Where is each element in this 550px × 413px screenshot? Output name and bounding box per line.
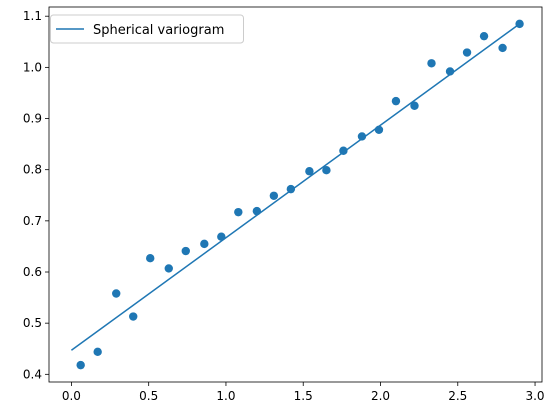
data-point (391, 96, 401, 106)
y-tick-label: 1.0 (23, 60, 42, 74)
x-tick-label: 2.0 (371, 389, 390, 403)
y-tick-label: 1.1 (23, 9, 42, 23)
data-point (76, 360, 85, 370)
data-point (498, 43, 507, 53)
data-point (146, 253, 155, 263)
y-tick-label: 0.5 (23, 316, 42, 330)
x-axis: 0.0 0.5 1.0 1.5 2.0 2.5 3.0 (62, 382, 545, 403)
axes-frame (48, 6, 543, 383)
x-tick-label: 1.0 (216, 389, 235, 403)
data-point (164, 264, 173, 273)
x-tick-label: 3.0 (525, 389, 544, 403)
data-point (112, 289, 121, 298)
x-tick-label: 0.5 (139, 389, 158, 403)
data-point (322, 165, 331, 175)
y-tick-label: 0.8 (23, 163, 42, 177)
y-axis: 0.4 0.5 0.6 0.7 0.8 0.9 1.0 1.1 (23, 9, 49, 381)
x-tick-label: 1.5 (294, 389, 313, 403)
data-point (515, 19, 524, 29)
x-tick-label: 0.0 (62, 389, 81, 403)
data-point (234, 207, 243, 217)
data-point (374, 125, 384, 134)
y-tick-label: 0.6 (23, 265, 42, 279)
data-point (269, 191, 279, 200)
legend-label-spherical-variogram: Spherical variogram (93, 23, 224, 38)
data-point (479, 31, 489, 41)
data-point (286, 184, 296, 194)
data-point (445, 67, 455, 76)
data-point (217, 232, 226, 241)
data-point (129, 312, 138, 321)
legend-box (50, 14, 244, 44)
y-tick-label: 0.4 (23, 367, 42, 381)
data-point (200, 239, 209, 249)
data-point (305, 167, 314, 176)
data-point (181, 246, 190, 256)
y-tick-label: 0.9 (23, 112, 42, 126)
x-tick-label: 2.5 (448, 389, 467, 403)
y-tick-label: 0.7 (23, 214, 42, 228)
data-point (339, 146, 348, 155)
data-point (410, 101, 419, 110)
data-point (427, 59, 436, 68)
data-point (357, 132, 367, 141)
data-point (462, 48, 472, 57)
spherical-variogram-line (70, 23, 521, 351)
data-point (93, 347, 102, 357)
legend: Spherical variogram (50, 14, 244, 44)
plot-area (70, 19, 524, 370)
data-point (252, 206, 262, 216)
